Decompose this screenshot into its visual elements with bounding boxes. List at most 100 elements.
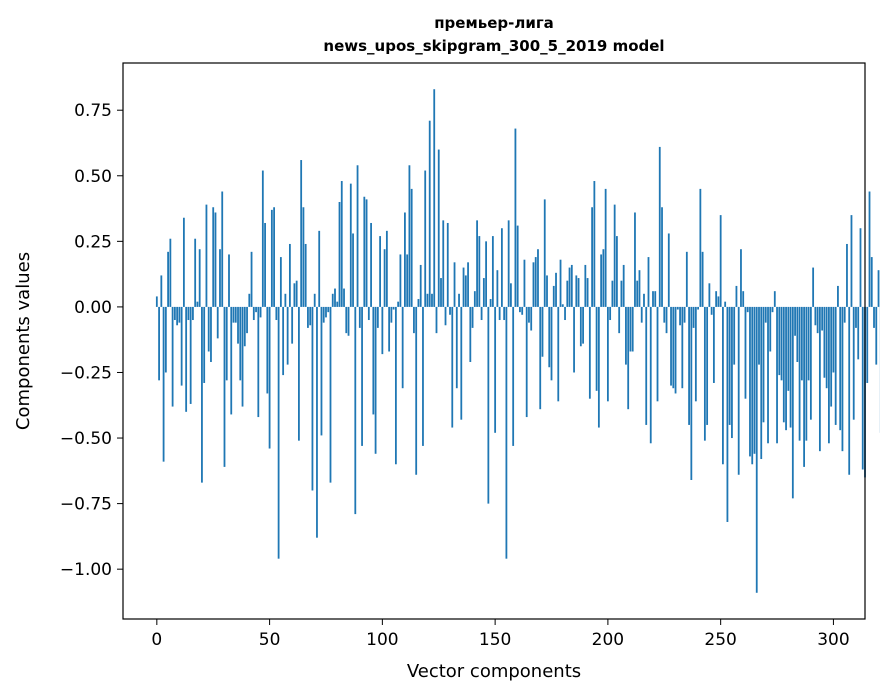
- bar-component-270: [764, 306, 767, 323]
- bar-component-296: [823, 306, 826, 378]
- bar-component-309: [852, 306, 855, 420]
- bar-component-253: [726, 306, 729, 522]
- bar-component-112: [408, 165, 411, 307]
- bar-component-225: [663, 306, 666, 323]
- bar-component-80: [336, 301, 339, 307]
- bar-component-268: [760, 306, 763, 460]
- bar-component-312: [859, 228, 862, 307]
- bar-component-88: [354, 306, 357, 515]
- bar-component-305: [843, 306, 846, 323]
- bar-component-287: [803, 306, 805, 467]
- bar-component-221: [654, 291, 657, 307]
- bar-component-166: [530, 306, 533, 331]
- bar-component-68: [309, 306, 312, 326]
- bar-component-101: [383, 249, 386, 307]
- bar-component-246: [710, 306, 713, 315]
- bar-component-114: [413, 306, 415, 334]
- bar-component-4: [164, 306, 167, 373]
- x-tick-label: 50: [259, 630, 281, 650]
- bar-component-51: [270, 209, 273, 307]
- bar-component-2: [160, 275, 163, 307]
- bar-component-310: [855, 306, 857, 328]
- bar-component-217: [645, 306, 648, 425]
- bar-component-293: [816, 306, 819, 334]
- bar-component-63: [298, 306, 300, 441]
- bar-component-17: [194, 238, 197, 307]
- bar-component-159: [514, 128, 517, 307]
- bar-component-170: [539, 306, 542, 410]
- chart-subtitle: news_upos_skipgram_300_5_2019 model: [323, 37, 664, 55]
- bar-component-212: [634, 212, 636, 307]
- bar-component-192: [588, 306, 591, 399]
- bar-component-313: [861, 306, 864, 470]
- bar-component-125: [437, 149, 440, 307]
- bar-component-172: [543, 199, 546, 307]
- bar-component-142: [476, 220, 478, 307]
- bar-component-65: [302, 207, 305, 307]
- bar-component-106: [394, 306, 397, 465]
- bar-component-5: [167, 251, 169, 307]
- bar-component-75: [325, 306, 327, 318]
- y-tick-label: −1.00: [60, 560, 112, 580]
- bar-component-118: [422, 306, 424, 446]
- bar-component-242: [701, 251, 704, 307]
- bar-component-110: [404, 212, 406, 307]
- bar-component-150: [494, 306, 497, 433]
- bar-component-132: [453, 262, 456, 307]
- bar-component-317: [870, 257, 873, 307]
- bar-component-6: [169, 238, 172, 307]
- bar-component-30: [223, 306, 226, 467]
- bar-component-234: [683, 306, 686, 323]
- bar-component-128: [444, 306, 447, 326]
- bar-component-66: [304, 243, 307, 307]
- y-tick-label: 0.25: [74, 232, 112, 252]
- plot-frame: [122, 62, 866, 620]
- bar-component-57: [284, 293, 287, 307]
- bar-component-285: [798, 306, 801, 441]
- bar-component-171: [541, 306, 544, 357]
- bar-component-147: [487, 306, 490, 504]
- bar-component-209: [627, 306, 630, 410]
- bar-component-302: [837, 285, 839, 307]
- bar-component-123: [433, 89, 436, 307]
- bar-component-168: [534, 257, 537, 307]
- y-tick-label: −0.25: [60, 363, 112, 383]
- bar-component-109: [401, 306, 404, 389]
- bar-component-167: [532, 262, 535, 307]
- bar-component-130: [449, 306, 451, 315]
- bar-component-164: [525, 306, 528, 418]
- bar-component-78: [331, 293, 334, 307]
- bar-component-200: [606, 306, 609, 402]
- bar-component-267: [758, 306, 760, 365]
- bar-component-251: [722, 306, 724, 465]
- bars-group: [155, 89, 880, 593]
- bar-component-61: [293, 283, 296, 307]
- bar-component-175: [550, 306, 553, 381]
- bar-component-3: [162, 306, 165, 462]
- bar-component-197: [600, 254, 603, 307]
- bar-component-320: [877, 270, 880, 307]
- bar-component-27: [216, 306, 219, 339]
- bar-component-37: [239, 306, 242, 381]
- bar-component-55: [279, 257, 282, 307]
- bar-component-187: [577, 278, 580, 307]
- bar-component-284: [796, 306, 799, 362]
- bar-component-223: [658, 146, 661, 307]
- bar-component-282: [791, 306, 794, 499]
- bar-component-108: [399, 254, 402, 307]
- bar-component-277: [780, 306, 783, 381]
- bar-component-311: [857, 306, 860, 360]
- bar-component-85: [347, 306, 350, 336]
- bar-component-154: [503, 306, 506, 321]
- bar-component-315: [866, 306, 869, 383]
- bar-component-255: [731, 306, 733, 439]
- bar-component-163: [523, 259, 526, 307]
- bar-component-179: [559, 259, 562, 307]
- bar-component-237: [690, 306, 693, 480]
- bar-component-102: [385, 230, 388, 307]
- bar-component-241: [699, 188, 702, 307]
- bar-component-129: [446, 222, 449, 307]
- bar-component-120: [426, 293, 429, 307]
- bar-component-208: [625, 306, 627, 365]
